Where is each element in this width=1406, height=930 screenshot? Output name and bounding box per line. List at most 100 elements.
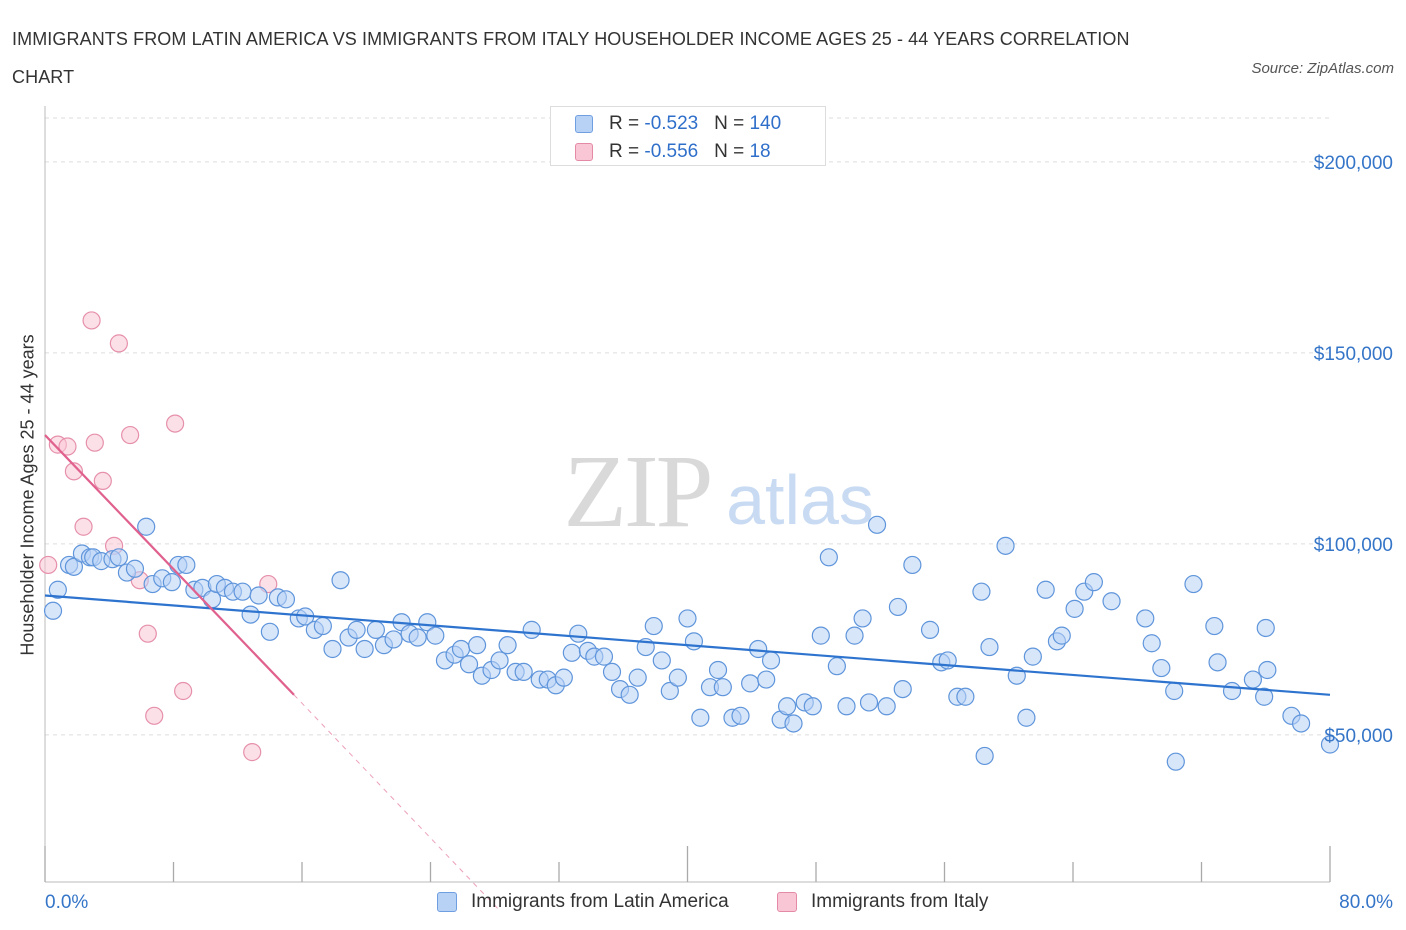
data-point-latin-america xyxy=(1255,687,1274,706)
data-point-latin-america xyxy=(408,628,427,647)
legend-swatch-pink xyxy=(777,892,797,912)
data-point-latin-america xyxy=(64,557,84,576)
data-point-latin-america xyxy=(426,626,445,645)
data-point-latin-america xyxy=(1023,647,1042,666)
data-point-latin-america xyxy=(602,662,622,682)
data-point-italy xyxy=(85,433,104,452)
data-point-latin-america xyxy=(975,746,994,766)
data-point-latin-america xyxy=(366,620,385,639)
y-tick-label: $200,000 xyxy=(1314,153,1393,174)
data-point-latin-america xyxy=(233,582,252,601)
data-point-latin-america xyxy=(1184,574,1203,594)
data-point-latin-america xyxy=(48,580,67,599)
legend-r-value: -0.523 xyxy=(644,113,699,134)
data-point-italy xyxy=(121,425,140,445)
data-point-latin-america xyxy=(1320,735,1340,754)
legend-r-value: -0.556 xyxy=(644,141,699,162)
data-point-latin-america xyxy=(554,668,573,687)
source-label: Source: ZipAtlas.com xyxy=(1251,60,1394,77)
data-point-latin-america xyxy=(451,639,471,659)
data-point-latin-america xyxy=(498,636,517,655)
data-point-latin-america xyxy=(853,609,872,628)
data-point-latin-america xyxy=(125,559,145,578)
data-point-latin-america xyxy=(241,605,260,624)
data-point-latin-america xyxy=(1052,626,1071,645)
data-point-latin-america xyxy=(827,657,846,676)
data-point-italy xyxy=(243,743,262,762)
data-point-latin-america xyxy=(490,651,509,670)
x-tick-label: 80.0% xyxy=(1339,892,1393,913)
data-point-italy xyxy=(93,471,112,490)
data-point-latin-america xyxy=(43,601,63,620)
data-point-latin-america xyxy=(1102,592,1121,611)
data-point-latin-america xyxy=(459,655,479,674)
y-axis-label: Householder Income Ages 25 - 44 years xyxy=(17,334,38,656)
data-point-latin-america xyxy=(562,643,581,662)
legend-row-latin-america: R = -0.523 N = 140 xyxy=(575,112,781,136)
data-point-latin-america xyxy=(845,626,864,645)
watermark-zip: ZIP xyxy=(564,434,711,549)
series-italy xyxy=(39,311,278,762)
data-point-latin-america xyxy=(660,681,679,701)
legend-r-label: R = xyxy=(609,141,645,162)
data-point-latin-america xyxy=(594,647,614,666)
data-point-latin-america xyxy=(1136,609,1155,628)
data-point-latin-america xyxy=(980,637,999,657)
legend-n-value: 140 xyxy=(749,113,782,134)
data-point-italy xyxy=(58,437,77,456)
data-point-latin-america xyxy=(418,613,437,632)
legend-row-italy: R = -0.556 N = 18 xyxy=(575,140,771,164)
data-point-latin-america xyxy=(1291,714,1311,733)
data-point-latin-america xyxy=(784,714,803,733)
data-point-latin-america xyxy=(1258,660,1277,680)
data-point-latin-america xyxy=(956,687,975,706)
data-point-latin-america xyxy=(972,582,991,601)
data-point-italy xyxy=(138,624,157,643)
data-point-latin-america xyxy=(777,697,797,716)
data-point-latin-america xyxy=(920,620,940,639)
data-point-latin-america xyxy=(691,708,710,727)
trendline-italy xyxy=(293,694,499,910)
series-legend: Immigrants from Latin America Immigrants… xyxy=(0,888,1406,916)
trendlines xyxy=(44,434,1331,910)
data-point-latin-america xyxy=(628,668,647,687)
data-point-latin-america xyxy=(569,624,588,643)
data-point-latin-america xyxy=(867,515,887,534)
data-point-latin-america xyxy=(1036,580,1055,599)
legend-label-latin-america: Immigrants from Latin America xyxy=(471,891,729,912)
legend-r-label: R = xyxy=(609,113,645,134)
axis-ticks xyxy=(44,846,1331,882)
legend-n-label: N = xyxy=(714,141,750,162)
data-point-latin-america xyxy=(888,597,908,617)
data-point-latin-america xyxy=(819,548,838,567)
data-point-latin-america xyxy=(249,586,268,605)
data-point-italy xyxy=(174,681,193,701)
legend-swatch-blue xyxy=(575,115,593,133)
data-point-latin-america xyxy=(620,685,639,704)
data-point-latin-america xyxy=(109,548,128,567)
trendline-italy xyxy=(44,434,295,696)
data-point-italy xyxy=(109,334,128,353)
data-point-latin-america xyxy=(761,651,781,670)
data-point-latin-america xyxy=(1165,681,1184,701)
data-point-latin-america xyxy=(903,555,922,575)
data-point-latin-america xyxy=(137,517,156,536)
data-point-latin-america xyxy=(522,620,541,639)
data-point-latin-america xyxy=(1243,670,1263,689)
data-point-latin-america xyxy=(996,536,1015,555)
data-point-latin-america xyxy=(652,651,671,670)
data-point-italy xyxy=(39,555,58,575)
data-point-latin-america xyxy=(684,632,704,651)
data-point-latin-america xyxy=(177,555,196,575)
data-point-latin-america xyxy=(893,679,912,699)
data-point-latin-america xyxy=(731,706,750,725)
data-point-latin-america xyxy=(1205,616,1224,636)
data-point-latin-america xyxy=(757,670,776,689)
data-point-italy xyxy=(64,462,84,481)
data-point-latin-america xyxy=(1166,752,1185,771)
data-point-italy xyxy=(145,706,164,725)
y-tick-label: $150,000 xyxy=(1314,344,1393,365)
data-point-latin-america xyxy=(1208,653,1227,672)
data-point-latin-america xyxy=(668,668,687,687)
data-point-latin-america xyxy=(514,662,533,682)
